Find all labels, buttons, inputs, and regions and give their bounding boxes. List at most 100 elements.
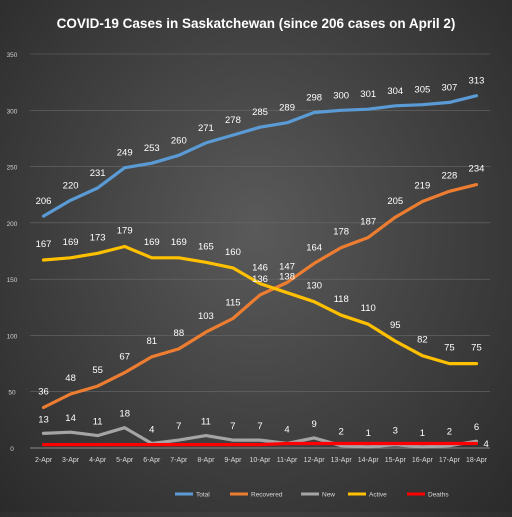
- y-axis-ticks: 0 50 100 150 200 250 300 350: [7, 52, 18, 453]
- data-label-recovered: 115: [225, 298, 240, 309]
- data-label-recovered: 88: [174, 328, 185, 339]
- data-label-recovered: 187: [360, 216, 376, 227]
- x-tick-label: 3-Apr: [62, 457, 80, 464]
- data-label-active: 169: [171, 237, 187, 248]
- data-label-total: 307: [441, 82, 457, 93]
- data-label-total: 300: [333, 90, 349, 101]
- y-tick-label: 200: [7, 221, 18, 228]
- x-tick-label: 18-Apr: [466, 457, 488, 464]
- data-label-total: 304: [387, 86, 403, 97]
- x-tick-label: 12-Apr: [304, 457, 326, 464]
- x-tick-label: 2-Apr: [35, 457, 53, 464]
- data-label-recovered: 219: [414, 180, 430, 191]
- data-label-recovered: 103: [198, 311, 214, 322]
- data-label-total: 271: [198, 123, 214, 134]
- x-tick-label: 6-Apr: [143, 457, 161, 464]
- y-tick-label: 100: [7, 333, 18, 340]
- data-label-recovered: 55: [92, 365, 103, 376]
- data-label-active: 146: [252, 263, 268, 274]
- x-tick-label: 7-Apr: [170, 457, 188, 464]
- data-label-active: 169: [63, 237, 79, 248]
- data-label-recovered: 136: [252, 274, 268, 285]
- x-tick-label: 5-Apr: [116, 457, 134, 464]
- data-label-new: 18: [119, 409, 130, 420]
- data-label-active: 173: [90, 232, 106, 243]
- y-tick-label: 150: [7, 277, 18, 284]
- x-tick-label: 8-Apr: [197, 457, 215, 464]
- data-label-total: 313: [469, 76, 485, 87]
- data-label-recovered: 234: [469, 164, 485, 175]
- data-label-new: 9: [311, 419, 316, 430]
- data-label-active: 169: [144, 237, 160, 248]
- data-label-active: 138: [279, 272, 295, 283]
- data-label-total: 289: [279, 103, 295, 114]
- data-label-recovered: 205: [387, 196, 403, 207]
- data-label-new: 2: [447, 427, 452, 438]
- data-label-active: 95: [390, 320, 401, 331]
- data-label-active: 75: [471, 343, 482, 354]
- y-tick-label: 300: [7, 108, 18, 115]
- data-label-recovered: 228: [441, 170, 457, 181]
- data-label-total: 220: [63, 180, 79, 191]
- data-label-active: 110: [361, 303, 376, 314]
- x-tick-label: 16-Apr: [412, 457, 434, 464]
- data-label-new: 13: [38, 414, 49, 425]
- data-label-total: 231: [90, 168, 106, 179]
- data-label-new: 11: [201, 417, 211, 428]
- data-label-recovered: 36: [38, 386, 49, 397]
- data-label-active: 75: [444, 343, 455, 354]
- data-label-active: 179: [117, 225, 133, 236]
- legend-label-new: New: [322, 492, 335, 499]
- series-line-deaths: [44, 444, 477, 445]
- data-label-new: 11: [93, 417, 103, 428]
- data-label-total: 249: [117, 148, 133, 159]
- x-tick-label: 9-Apr: [224, 457, 242, 464]
- data-label-total: 278: [225, 115, 241, 126]
- data-label-recovered: 81: [146, 336, 157, 347]
- x-tick-label: 11-Apr: [277, 457, 298, 464]
- x-tick-label: 17-Apr: [439, 457, 461, 464]
- legend-label-deaths: Deaths: [428, 492, 449, 499]
- data-label-total: 301: [360, 89, 376, 100]
- y-tick-label: 50: [8, 390, 16, 397]
- data-label-active: 82: [417, 335, 428, 346]
- data-label-active: 167: [36, 239, 52, 250]
- series-line-recovered: [44, 185, 477, 408]
- data-label-recovered: 164: [306, 242, 322, 253]
- data-label-new: 6: [474, 422, 479, 433]
- data-label-active: 118: [334, 294, 349, 305]
- data-label-recovered: 178: [333, 227, 349, 238]
- data-label-active: 160: [225, 247, 241, 258]
- data-label-recovered: 48: [65, 373, 76, 384]
- data-label-new: 4: [284, 424, 289, 435]
- x-tick-label: 10-Apr: [249, 457, 271, 464]
- data-label-total: 285: [252, 107, 268, 118]
- data-label-recovered: 67: [119, 352, 130, 363]
- x-tick-label: 4-Apr: [89, 457, 107, 464]
- data-label-new: 1: [420, 428, 425, 439]
- y-tick-label: 350: [7, 52, 18, 59]
- data-label-new: 1: [366, 428, 371, 439]
- data-label-new: 7: [176, 421, 181, 432]
- y-tick-label: 0: [10, 446, 14, 453]
- legend-label-total: Total: [196, 492, 210, 499]
- data-label-new: 2: [339, 427, 344, 438]
- x-axis-ticks: 2-Apr 3-Apr 4-Apr 5-Apr 6-Apr 7-Apr 8-Apr 9-Apr…: [35, 457, 488, 464]
- chart-title: COVID-19 Cases in Saskatchewan (since 20…: [57, 16, 456, 31]
- y-tick-label: 250: [7, 165, 18, 172]
- data-label-new: 4: [149, 424, 154, 435]
- data-label-active: 165: [198, 241, 214, 252]
- legend-label-recovered: Recovered: [251, 492, 283, 499]
- data-label-new: 7: [230, 421, 235, 432]
- x-tick-label: 14-Apr: [358, 457, 380, 464]
- data-label-total: 206: [36, 196, 52, 207]
- data-label-new: 14: [65, 413, 76, 424]
- data-label-total: 253: [144, 143, 160, 154]
- data-label-deaths: 4: [483, 439, 488, 450]
- data-label-total: 298: [306, 93, 322, 104]
- x-tick-label: 13-Apr: [331, 457, 353, 464]
